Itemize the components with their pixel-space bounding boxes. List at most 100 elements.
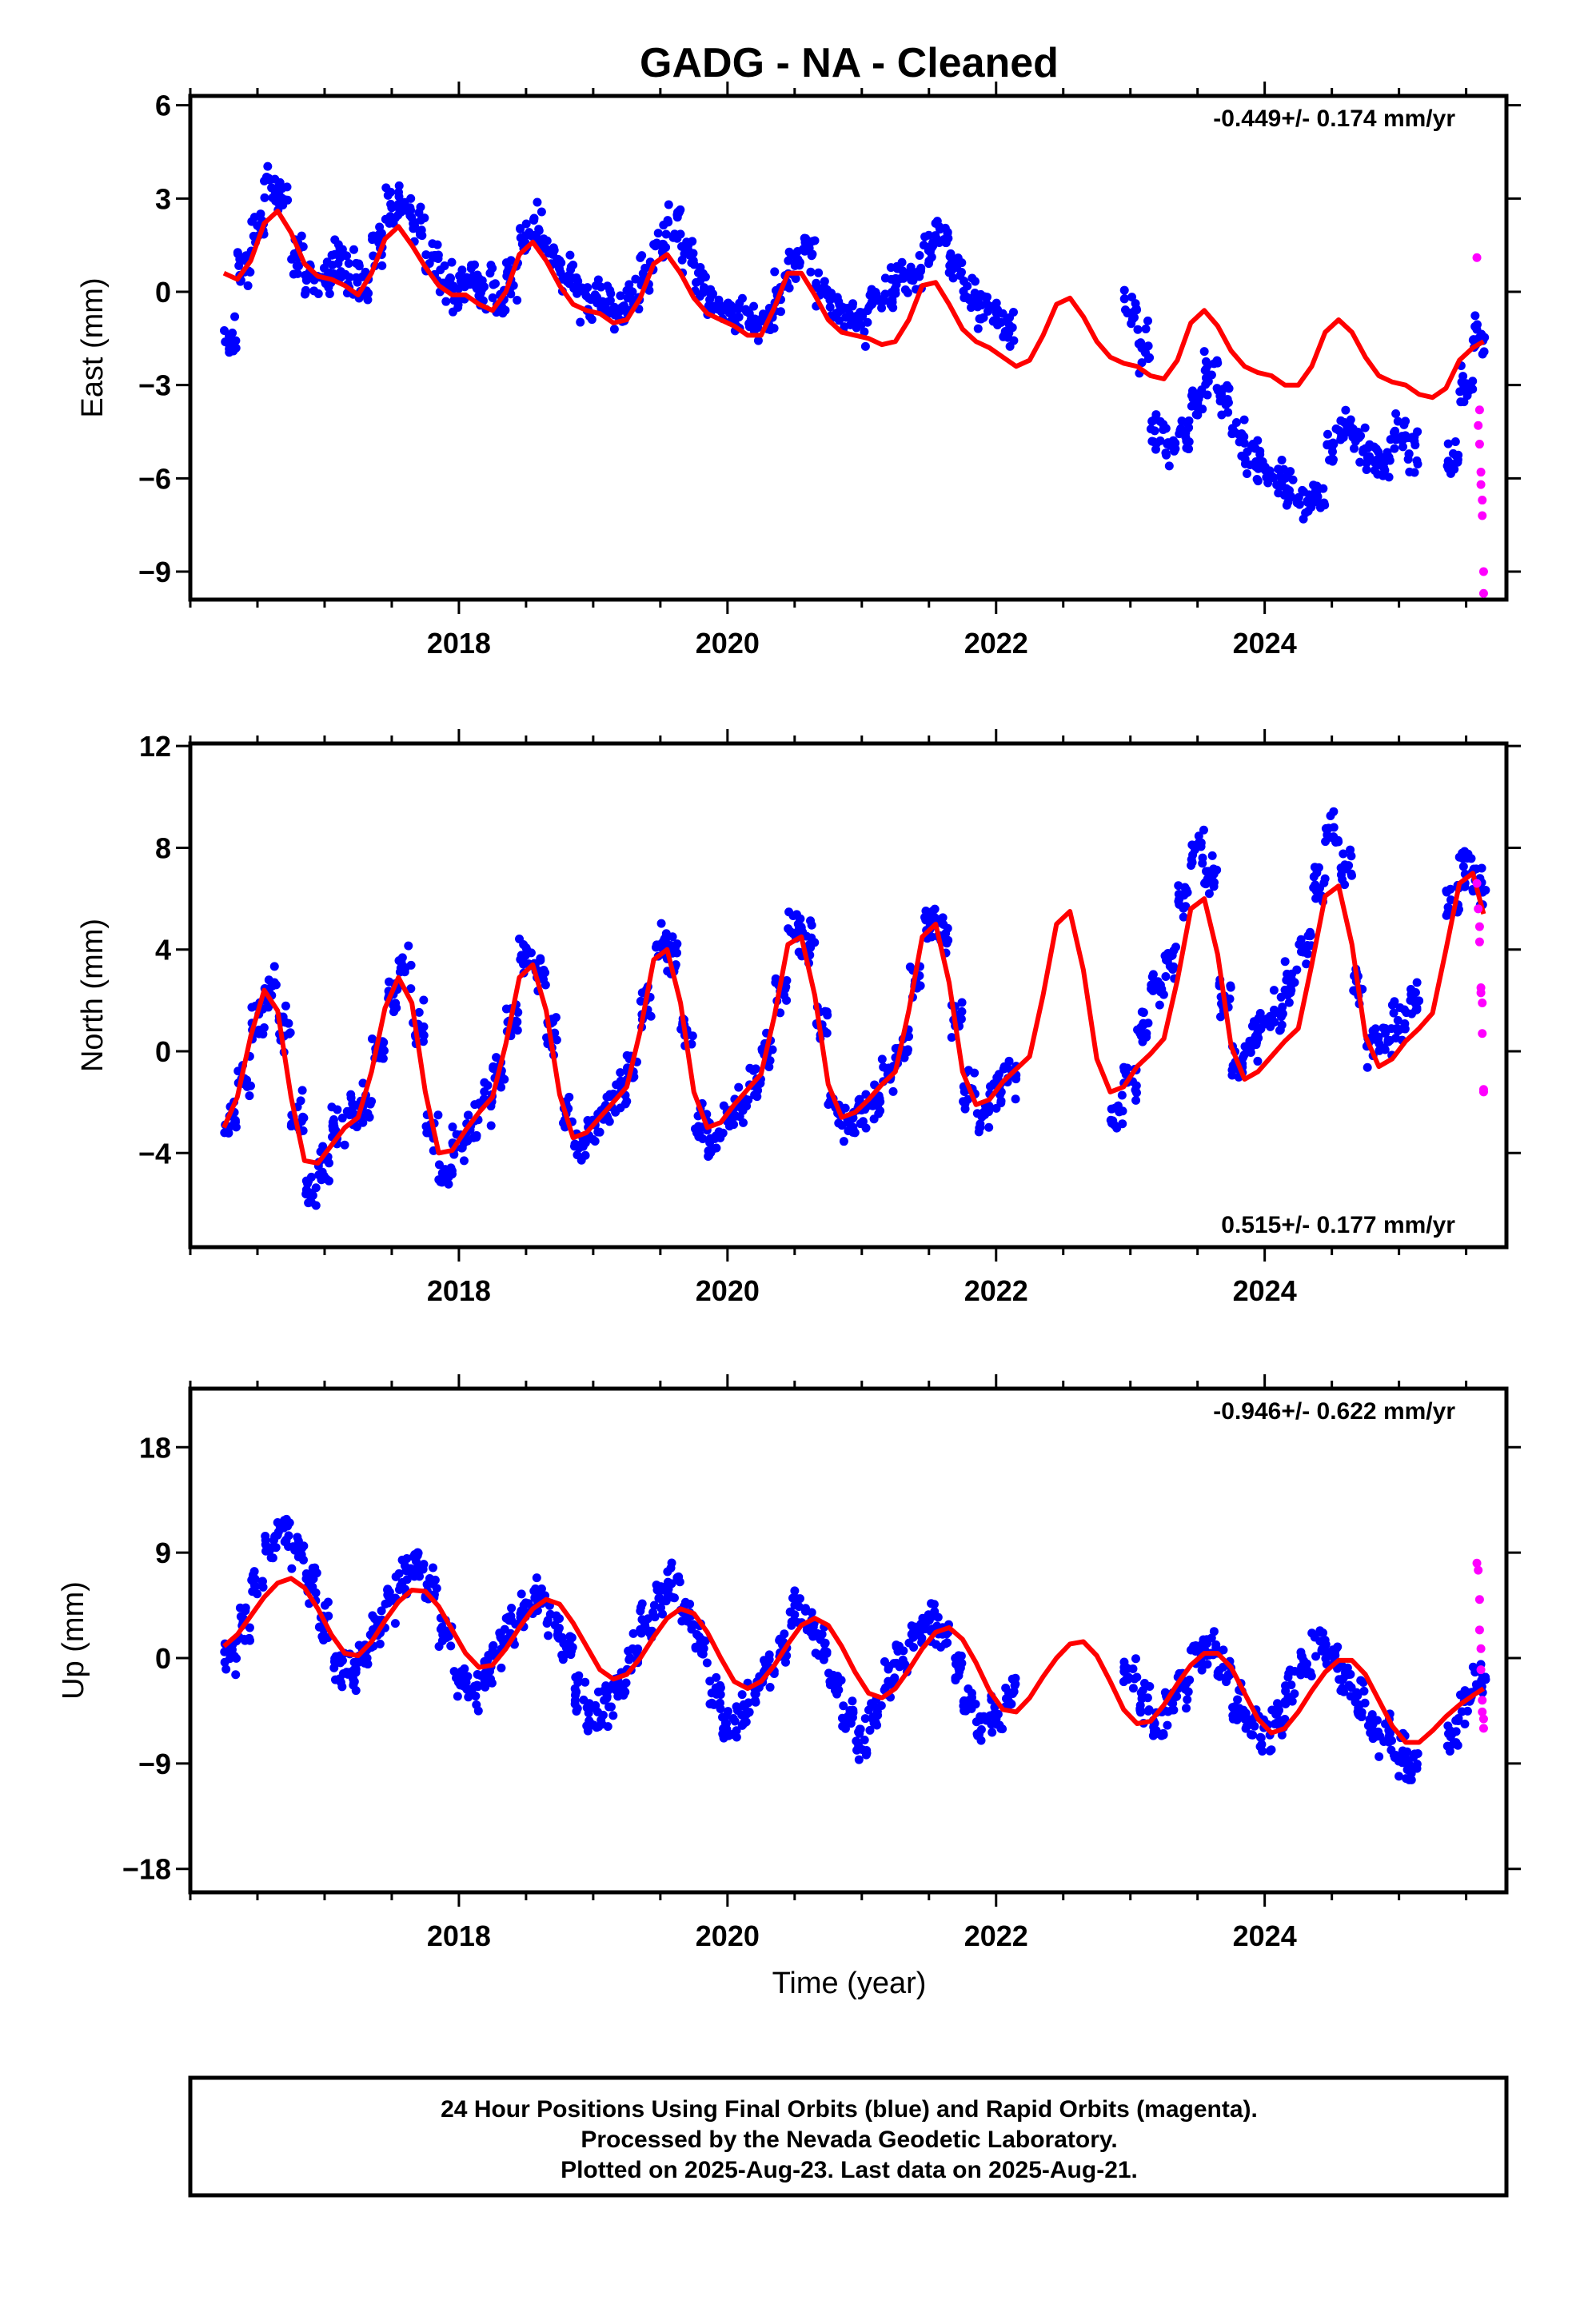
- east-final-orbit-point: [609, 325, 619, 334]
- north-final-orbit-point: [1277, 1020, 1287, 1030]
- up-final-orbit-point: [1365, 1715, 1375, 1724]
- east-final-orbit-point: [1235, 437, 1244, 447]
- up-final-orbit-point: [826, 1677, 836, 1687]
- north-final-orbit-point: [806, 916, 816, 926]
- north-final-orbit-point: [284, 1018, 293, 1028]
- east-final-orbit-point: [1450, 436, 1460, 446]
- up-final-orbit-point: [231, 1670, 241, 1680]
- east-final-orbit-point: [416, 202, 425, 212]
- up-final-orbit-point: [1394, 1772, 1404, 1781]
- east-rapid-orbit-point: [1478, 496, 1487, 505]
- up-final-orbit-point: [1257, 1740, 1267, 1749]
- east-final-orbit-point: [964, 293, 973, 303]
- east-rapid-orbit-point: [1478, 588, 1488, 598]
- east-final-orbit-point: [609, 302, 619, 312]
- up-final-orbit-point: [1247, 1730, 1257, 1740]
- north-final-orbit-point: [1137, 1007, 1147, 1017]
- up-final-orbit-point: [650, 1612, 660, 1622]
- up-rapid-orbit-point: [1478, 1724, 1488, 1733]
- east-final-orbit-point: [770, 267, 780, 277]
- east-final-orbit-point: [489, 280, 498, 289]
- up-final-orbit-point: [1163, 1720, 1172, 1730]
- east-final-orbit-point: [1391, 435, 1401, 444]
- north-final-orbit-point: [577, 1155, 586, 1165]
- up-final-orbit-point: [776, 1636, 786, 1645]
- east-y-tick-label: 0: [155, 276, 171, 309]
- east-final-orbit-point: [416, 215, 425, 225]
- up-data-layer: [220, 1514, 1490, 1784]
- up-final-orbit-point: [604, 1702, 614, 1712]
- east-final-orbit-point: [410, 221, 420, 230]
- north-final-orbit-point: [513, 1007, 523, 1017]
- up-final-orbit-point: [895, 1662, 904, 1672]
- north-final-orbit-point: [1255, 1023, 1264, 1033]
- up-final-orbit-point: [677, 1616, 687, 1626]
- up-final-orbit-point: [1211, 1640, 1221, 1649]
- up-final-orbit-point: [811, 1648, 820, 1658]
- up-final-orbit-point: [462, 1684, 472, 1694]
- up-final-orbit-point: [720, 1718, 730, 1728]
- north-final-orbit-point: [483, 1081, 493, 1090]
- up-final-orbit-point: [241, 1606, 250, 1616]
- up-final-orbit-point: [585, 1716, 594, 1725]
- up-final-orbit-point: [370, 1614, 380, 1624]
- up-final-orbit-point: [1242, 1721, 1251, 1731]
- east-final-orbit-point: [1283, 471, 1292, 480]
- north-final-orbit-point: [1284, 998, 1294, 1007]
- north-final-orbit-point: [1254, 1033, 1263, 1042]
- north-final-orbit-point: [1212, 865, 1222, 875]
- north-final-orbit-point: [595, 1127, 604, 1137]
- east-x-tick-label: 2024: [1233, 627, 1297, 660]
- east-final-orbit-point: [1450, 464, 1459, 474]
- up-final-orbit-point: [268, 1553, 277, 1563]
- north-final-orbit-point: [1340, 880, 1350, 890]
- up-final-orbit-point: [898, 1655, 908, 1664]
- east-final-orbit-point: [1119, 285, 1129, 295]
- east-final-orbit-point: [1191, 410, 1201, 420]
- up-final-orbit-point: [1346, 1669, 1355, 1679]
- east-final-orbit-point: [735, 298, 744, 308]
- east-final-orbit-point: [566, 262, 576, 272]
- east-final-orbit-point: [966, 303, 976, 313]
- north-final-orbit-point: [768, 1045, 777, 1054]
- north-final-orbit-point: [905, 963, 915, 972]
- up-final-orbit-point: [1307, 1628, 1317, 1638]
- north-final-orbit-point: [1182, 885, 1191, 895]
- east-final-orbit-point: [605, 296, 615, 305]
- up-final-orbit-point: [463, 1672, 473, 1681]
- up-final-orbit-point: [636, 1603, 646, 1612]
- east-final-orbit-point: [708, 289, 718, 299]
- up-final-orbit-point: [730, 1716, 740, 1726]
- east-final-orbit-point: [1223, 383, 1232, 393]
- up-final-orbit-point: [824, 1668, 833, 1678]
- north-final-orbit-point: [1309, 883, 1319, 892]
- north-final-orbit-point: [888, 1086, 898, 1096]
- east-final-orbit-point: [863, 317, 872, 327]
- north-final-orbit-point: [1326, 811, 1335, 820]
- up-final-orbit-point: [1402, 1765, 1412, 1775]
- up-final-orbit-point: [702, 1658, 712, 1668]
- east-final-orbit-point: [892, 264, 902, 273]
- north-final-orbit-point: [1295, 939, 1304, 949]
- up-final-orbit-point: [628, 1644, 637, 1653]
- east-final-orbit-point: [230, 312, 240, 321]
- up-final-orbit-point: [1119, 1663, 1129, 1672]
- north-final-orbit-point: [637, 988, 647, 998]
- up-final-orbit-point: [221, 1664, 231, 1674]
- east-final-orbit-point: [860, 327, 869, 337]
- up-x-tick-label: 2018: [427, 1919, 491, 1952]
- north-final-orbit-point: [1199, 825, 1208, 835]
- north-final-orbit-point: [984, 1122, 994, 1132]
- north-final-orbit-point: [1198, 859, 1207, 868]
- east-final-orbit-point: [603, 281, 612, 291]
- east-final-orbit-point: [1253, 476, 1263, 486]
- north-final-orbit-point: [305, 1190, 314, 1199]
- east-final-orbit-point: [585, 293, 594, 303]
- up-final-orbit-point: [636, 1624, 645, 1634]
- east-panel: 2018 2020 2022 2024 6 3 0 −3 −6 −9 East (mm) -0.449…: [76, 82, 1521, 660]
- up-final-orbit-point: [1335, 1675, 1344, 1684]
- up-rapid-orbit-point: [1476, 1644, 1486, 1653]
- up-x-tick-label: 2020: [696, 1919, 760, 1952]
- east-final-orbit-point: [387, 203, 397, 213]
- north-final-orbit-point: [926, 911, 936, 921]
